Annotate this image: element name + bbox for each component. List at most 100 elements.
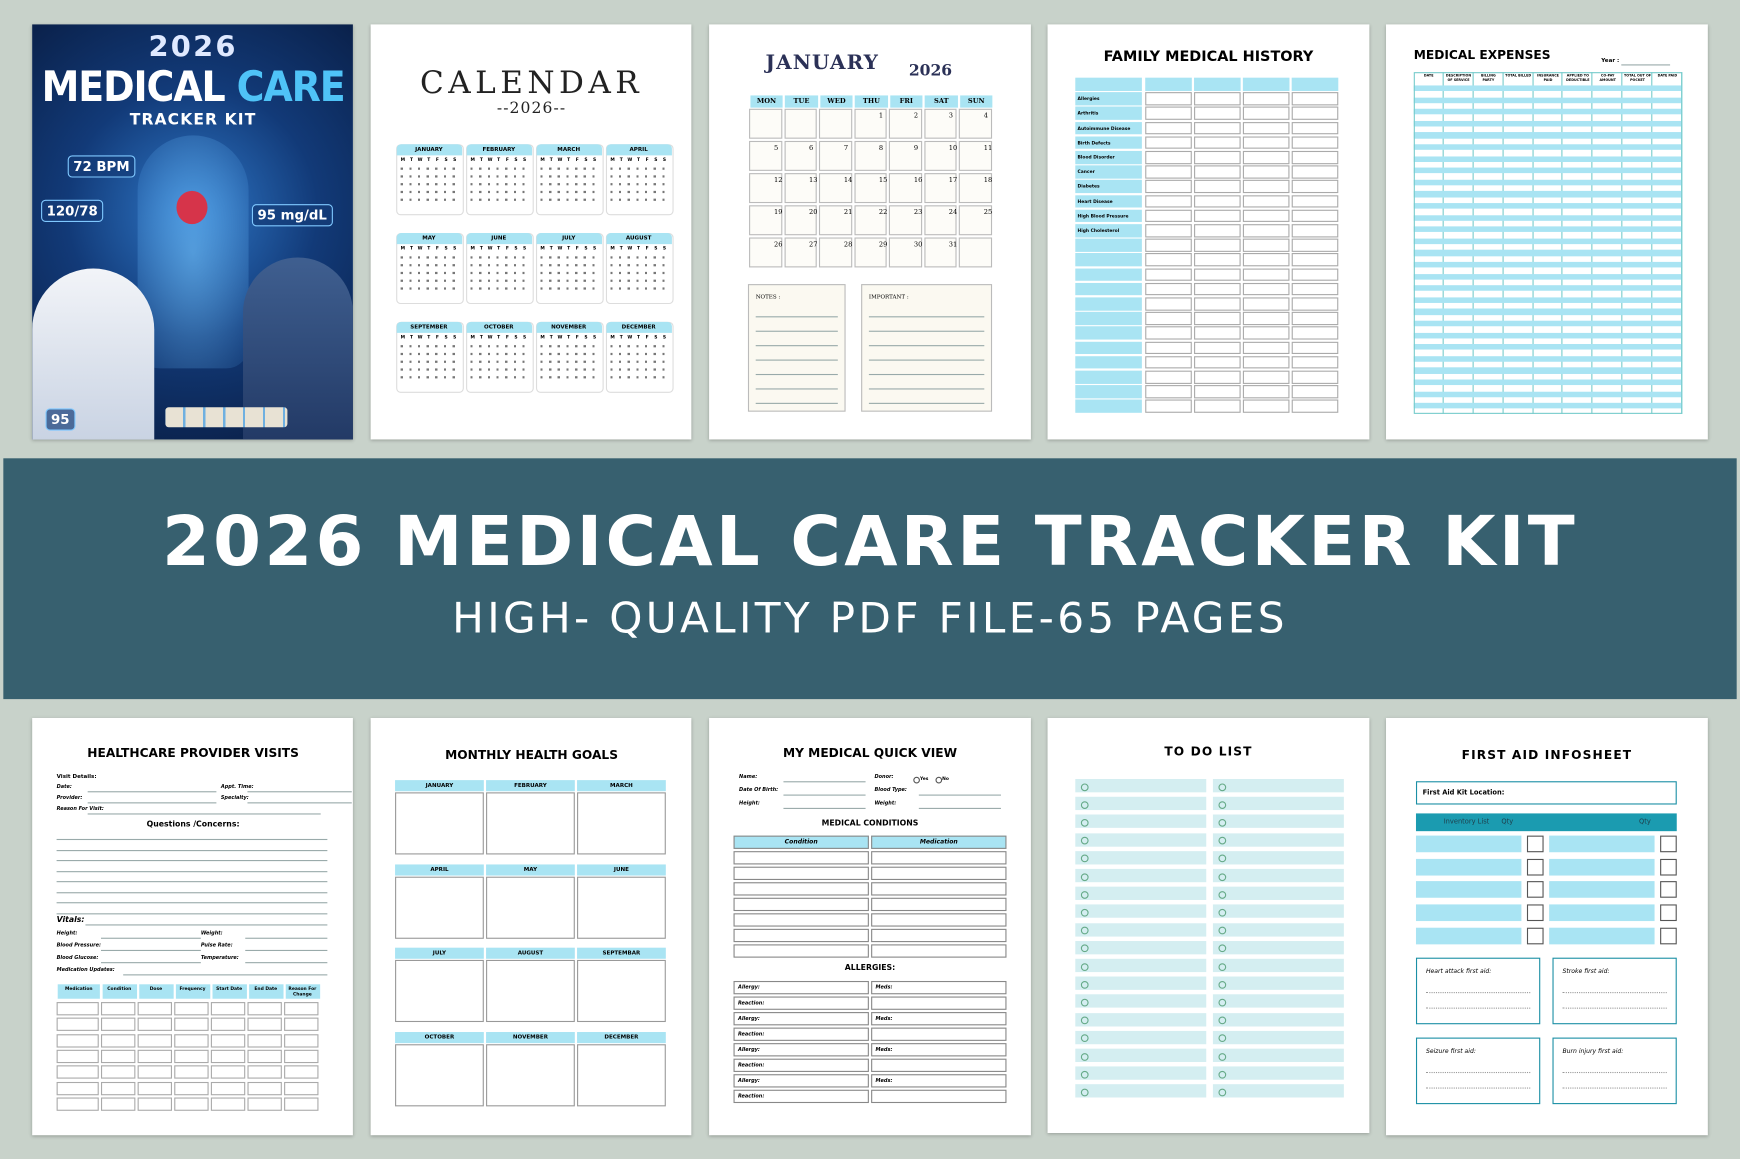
todo-row (1075, 1048, 1207, 1062)
cell (247, 1097, 282, 1111)
day-cell: 17 (923, 173, 957, 204)
checkbox (1218, 1070, 1227, 1079)
day-row (470, 198, 528, 201)
box-label: Stroke first aid: (1562, 968, 1610, 976)
stripe (1413, 144, 1683, 151)
month-name: JULY (395, 947, 484, 959)
condition: Autoimmune Disease (1077, 124, 1131, 131)
row-label (1075, 282, 1142, 296)
field-label: Meds: (875, 1016, 893, 1023)
day-number: 27 (808, 240, 818, 249)
weekday: S (662, 156, 667, 163)
cell: Reaction: (733, 1058, 869, 1072)
month-name: NOVEMBER (486, 1031, 575, 1043)
day-row (610, 287, 667, 290)
cell (1242, 312, 1290, 325)
rule-line (1621, 64, 1671, 66)
cell (56, 1017, 99, 1032)
weekday: T (636, 156, 641, 163)
cell (1145, 92, 1192, 106)
cell (1242, 194, 1290, 208)
day-row (400, 287, 458, 290)
checkbox (1080, 800, 1089, 809)
goal-box (395, 876, 484, 939)
cell (100, 1049, 136, 1063)
table-border (1413, 72, 1683, 414)
condition: High Cholesterol (1077, 227, 1120, 234)
cell (137, 1049, 173, 1063)
row-label (1075, 326, 1142, 340)
cell (1242, 180, 1290, 193)
todo-row (1075, 994, 1207, 1009)
weekday: F (645, 156, 649, 163)
page-title: MONTHLY HEALTH GOALS (445, 747, 618, 763)
cell (1242, 92, 1290, 106)
field-label: Reaction: (737, 1032, 765, 1038)
cell (174, 1065, 209, 1079)
day-row (400, 264, 458, 266)
checkbox (1218, 1088, 1227, 1097)
month-name: MAY (396, 233, 462, 245)
day-cell: 28 (818, 237, 852, 268)
cell (1145, 282, 1192, 296)
month-name: OCTOBER (395, 1031, 484, 1043)
day-number: 18 (983, 176, 993, 185)
row-label (1075, 341, 1142, 355)
note-label: NOTES : (755, 294, 781, 301)
column-header: Condition (733, 835, 869, 849)
cell (284, 1033, 319, 1048)
day-row (610, 175, 667, 177)
goal-box (486, 1043, 575, 1106)
cell (871, 1089, 1007, 1104)
day-number: 25 (983, 208, 993, 217)
day-cell: 16 (888, 173, 922, 204)
day-row (610, 376, 667, 378)
qty-box (1660, 927, 1677, 945)
cell (733, 882, 869, 896)
weekday: T (549, 334, 553, 340)
day-row (470, 256, 528, 259)
weekday: F (575, 334, 579, 340)
cell (1291, 106, 1339, 120)
cell (871, 1027, 1007, 1041)
weekday: W (557, 334, 563, 340)
cell (1194, 238, 1241, 252)
goal-box (486, 876, 575, 939)
month-year: 2026 (908, 62, 953, 80)
day-number: 9 (913, 144, 919, 153)
stripe (1413, 285, 1683, 292)
day-row (400, 167, 458, 170)
weekday: S (662, 334, 667, 340)
cell (1242, 399, 1290, 413)
cell (1291, 165, 1339, 179)
item-field (1415, 858, 1522, 876)
stripe (1413, 156, 1683, 162)
goal-box (486, 792, 575, 855)
cover-title: MEDICAL CARE (42, 62, 346, 111)
weekday: M (610, 334, 615, 340)
todo-row (1075, 904, 1207, 919)
day-row (610, 360, 667, 363)
stripe (1413, 367, 1683, 374)
goal-box (577, 959, 666, 1023)
field-label: Temperature: (200, 955, 239, 962)
weekday: S (654, 245, 658, 251)
rule-line (56, 891, 328, 893)
cell (100, 1017, 136, 1032)
weekday: T (549, 245, 553, 251)
field-label: Allergy: (737, 1016, 760, 1023)
day-row (470, 271, 528, 274)
weekday: W (487, 245, 493, 251)
row-label (1075, 312, 1142, 325)
todo-row (1075, 1066, 1207, 1080)
day-cell: 11 (958, 140, 992, 171)
cell (56, 1081, 99, 1095)
cell (56, 1097, 99, 1111)
weekday: T (409, 334, 413, 340)
day-row (470, 345, 528, 347)
weekday: T (479, 156, 483, 163)
column-header: Dose (138, 984, 174, 999)
field-label: Meds: (875, 1047, 893, 1054)
weekday: S (514, 156, 518, 163)
item-field (1549, 927, 1655, 945)
